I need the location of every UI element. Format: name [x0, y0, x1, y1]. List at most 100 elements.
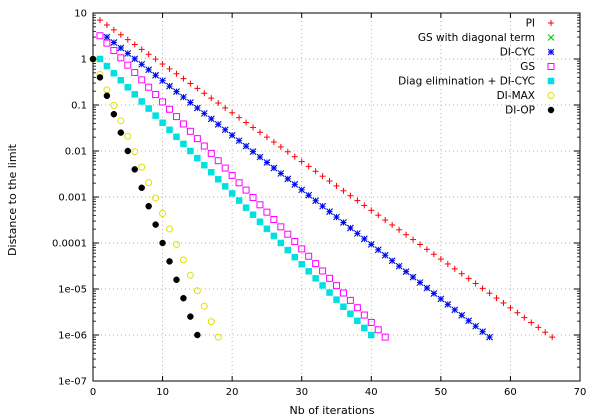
data-point [319, 202, 326, 210]
data-point [159, 210, 167, 218]
data-point [145, 83, 153, 91]
data-point [354, 230, 361, 237]
data-point [361, 202, 368, 209]
data-point [186, 127, 194, 135]
data-point [360, 311, 368, 319]
data-point [103, 33, 111, 41]
data-point [298, 158, 305, 165]
data-point [193, 135, 201, 143]
y-tick-label: 1e-07 [58, 377, 87, 388]
data-point [298, 260, 305, 268]
data-point [284, 246, 292, 254]
data-point [138, 60, 146, 68]
data-point [444, 301, 452, 308]
data-point [542, 329, 549, 336]
data-point [172, 240, 180, 248]
data-point [138, 184, 145, 192]
data-point [451, 306, 459, 314]
data-point [124, 132, 132, 140]
legend-marker [547, 48, 555, 56]
y-tick-label: 0.001 [58, 193, 87, 204]
data-point [354, 317, 361, 325]
data-point [284, 175, 292, 183]
data-point [194, 154, 201, 162]
data-point [333, 182, 340, 189]
data-point [201, 90, 208, 97]
data-point [228, 171, 236, 179]
axes: 0 10 20 30 40 50 60 70 1e-07 1e-06 1e-05 0.0001 0.00… [52, 9, 586, 399]
data-point [117, 54, 125, 62]
data-point [221, 164, 229, 172]
data-point [249, 211, 257, 218]
data-point [389, 221, 396, 228]
data-point [312, 275, 319, 282]
data-point [124, 84, 132, 91]
data-point [180, 75, 187, 82]
data-point [187, 80, 194, 87]
data-point [110, 26, 117, 33]
data-point [194, 104, 201, 112]
data-point [291, 253, 299, 261]
data-point [179, 256, 187, 264]
series-3 [96, 32, 389, 341]
data-point [214, 157, 222, 165]
data-point [110, 69, 118, 77]
x-tick-label: 10 [156, 387, 169, 398]
data-point [152, 56, 159, 63]
data-point [194, 331, 201, 339]
data-point [166, 82, 173, 90]
data-point [437, 295, 445, 303]
data-point [333, 213, 340, 221]
data-point [374, 246, 382, 254]
data-point [347, 192, 354, 199]
data-point [472, 280, 479, 287]
legend-label: Diag elimination + DI-CYC [398, 76, 535, 88]
data-point [263, 208, 271, 216]
data-point [221, 183, 229, 190]
legend-marker [548, 20, 554, 26]
data-point [284, 230, 292, 238]
data-point [145, 179, 153, 187]
data-point [138, 163, 146, 171]
data-point [347, 224, 354, 232]
data-point [235, 137, 243, 145]
data-point [270, 232, 278, 240]
legend-marker [547, 106, 555, 114]
y-tick-label: 0.1 [71, 101, 87, 112]
data-point [145, 66, 153, 74]
data-point [423, 246, 430, 253]
data-point [187, 147, 194, 155]
data-point [277, 223, 285, 231]
data-point [208, 95, 215, 102]
data-point [166, 105, 174, 113]
data-point [152, 221, 159, 228]
data-point [214, 176, 222, 183]
data-point [159, 61, 166, 68]
data-point [110, 46, 118, 54]
data-point [256, 129, 263, 136]
data-point [388, 257, 396, 265]
data-point [124, 147, 132, 155]
legend-marker [547, 34, 555, 41]
data-point [277, 143, 284, 150]
data-point [416, 279, 424, 286]
data-point [312, 168, 319, 175]
data-point [193, 287, 201, 295]
legend-label: PI [526, 18, 535, 30]
data-point [326, 274, 334, 282]
data-point [110, 39, 118, 46]
data-point [96, 17, 103, 24]
data-point [180, 93, 187, 101]
data-point [395, 262, 403, 270]
data-point [319, 282, 326, 289]
data-point [173, 276, 180, 284]
data-point [159, 239, 166, 247]
data-point [333, 282, 340, 290]
legend-marker [547, 63, 555, 70]
data-point [214, 333, 222, 341]
data-point [228, 190, 236, 197]
data-point [298, 186, 306, 194]
data-point [201, 161, 208, 169]
data-point [340, 303, 347, 310]
